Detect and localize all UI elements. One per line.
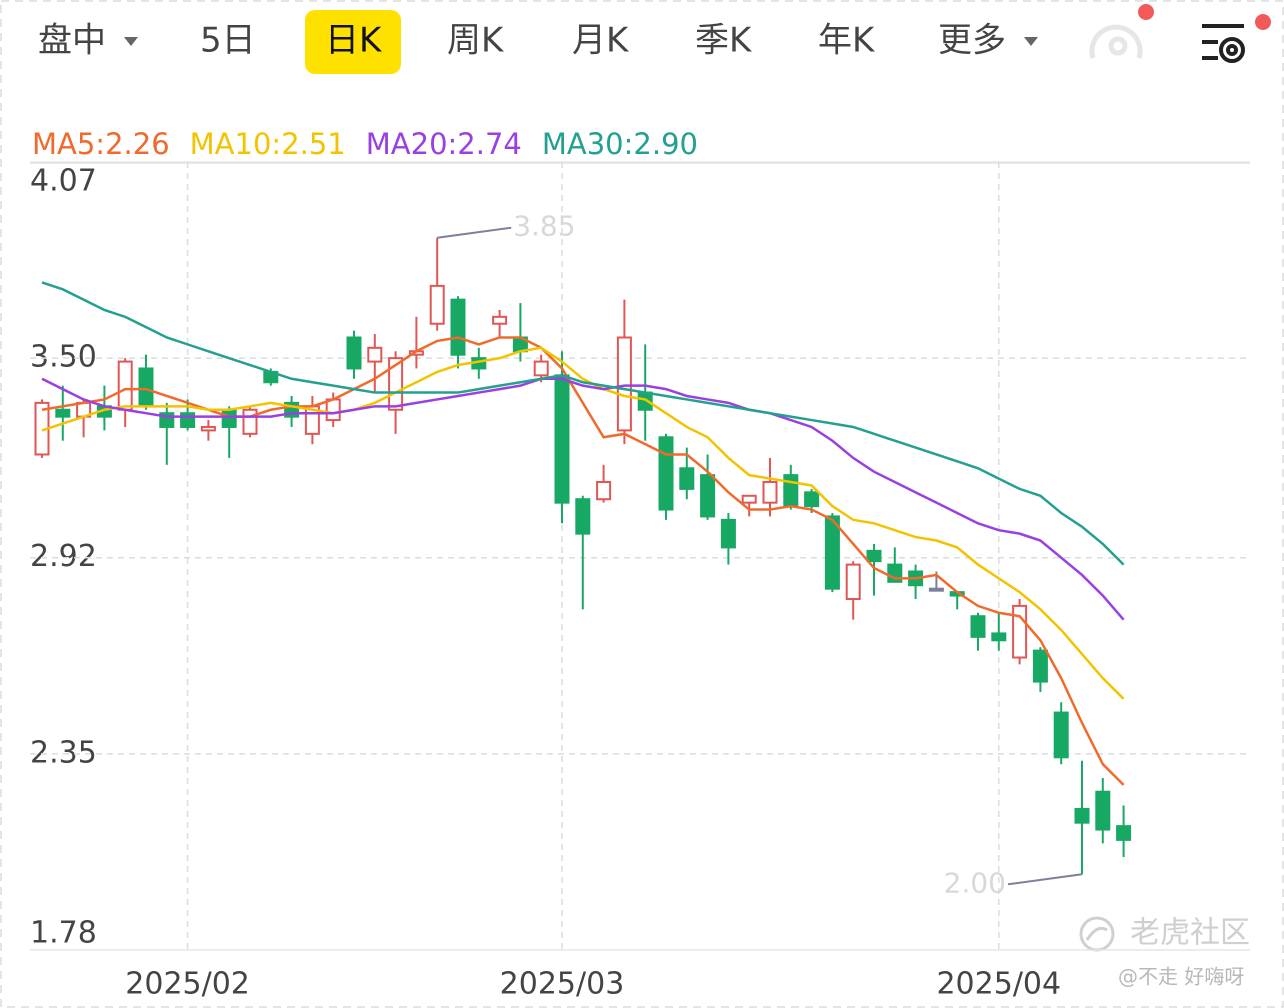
candle-body bbox=[596, 481, 612, 501]
candle-body bbox=[741, 494, 757, 504]
candle-body bbox=[616, 336, 632, 432]
candle-body bbox=[388, 357, 404, 411]
ma-line bbox=[41, 336, 1125, 786]
tab[interactable]: 年K bbox=[818, 21, 876, 61]
ma-line bbox=[41, 281, 1125, 566]
y-tick-label: 3.50 bbox=[30, 340, 97, 375]
candle-body bbox=[554, 374, 570, 504]
active-tab-bg bbox=[305, 10, 401, 74]
watermark-logo bbox=[1079, 916, 1115, 952]
y-tick-label: 1.78 bbox=[30, 916, 97, 951]
candle-body bbox=[200, 425, 216, 432]
candle-body bbox=[1095, 790, 1111, 831]
x-tick-label: 2025/04 bbox=[936, 967, 1061, 1002]
tab[interactable]: 月K bbox=[572, 21, 630, 61]
ma-line bbox=[41, 377, 1125, 621]
candle-body bbox=[928, 587, 944, 592]
settings-icon[interactable] bbox=[1202, 24, 1245, 63]
candle-body bbox=[180, 412, 196, 428]
candle-body bbox=[783, 474, 799, 508]
x-tick-label: 2025/02 bbox=[125, 967, 250, 1002]
dropdown-arrow bbox=[1024, 37, 1038, 46]
candle-body bbox=[429, 284, 445, 325]
candle-body bbox=[866, 549, 882, 563]
annotation: 3.85 bbox=[513, 210, 575, 243]
credit: @不走 好嗨呀 bbox=[1118, 965, 1244, 989]
candle-body bbox=[991, 632, 1007, 642]
notify-dot bbox=[1138, 4, 1154, 20]
candle-body bbox=[492, 315, 508, 325]
annotation: 2.00 bbox=[944, 866, 1006, 899]
legend-entry: MA5:2.26 bbox=[32, 127, 170, 161]
candle-body bbox=[221, 408, 237, 428]
tab[interactable]: 5日 bbox=[200, 21, 256, 61]
y-tick-label: 2.92 bbox=[30, 539, 97, 574]
legend-entry: MA10:2.51 bbox=[190, 127, 346, 161]
candle-body bbox=[970, 615, 986, 638]
tab[interactable]: 更多 bbox=[938, 21, 1006, 61]
candle-body bbox=[1053, 711, 1069, 759]
candle-body bbox=[824, 515, 840, 590]
tab[interactable]: 盘中 bbox=[38, 21, 106, 61]
annotation-leader bbox=[1007, 873, 1083, 886]
candle-body bbox=[1012, 604, 1028, 659]
candle-body bbox=[762, 481, 778, 504]
candle-body bbox=[138, 367, 154, 408]
x-tick-label: 2025/03 bbox=[500, 967, 625, 1002]
candle-body bbox=[117, 360, 133, 411]
candle-body bbox=[700, 474, 716, 518]
candle-body bbox=[1032, 649, 1048, 683]
y-tick-label: 2.35 bbox=[30, 735, 97, 770]
watermark: 老虎社区 bbox=[1130, 916, 1250, 951]
candle-body bbox=[55, 408, 71, 418]
dropdown-arrow bbox=[124, 37, 138, 46]
candle-body bbox=[242, 408, 258, 435]
tab[interactable]: 季K bbox=[695, 21, 753, 61]
candle-body bbox=[1074, 807, 1090, 824]
candle-body bbox=[367, 346, 383, 363]
candle-body bbox=[804, 491, 820, 508]
annotation-leader bbox=[437, 226, 512, 239]
candle-body bbox=[325, 398, 341, 422]
candle-body bbox=[845, 563, 861, 601]
candle-body bbox=[720, 518, 736, 549]
tab[interactable]: 日K bbox=[325, 21, 383, 61]
gauge-icon bbox=[1089, 24, 1143, 59]
candle-body bbox=[450, 298, 466, 356]
candle-body bbox=[658, 436, 674, 511]
y-tick-label: 4.07 bbox=[30, 164, 97, 199]
legend-entry: MA30:2.90 bbox=[542, 127, 698, 161]
candle-body bbox=[1116, 825, 1132, 841]
legend-entry: MA20:2.74 bbox=[366, 127, 522, 161]
candle-body bbox=[575, 498, 591, 535]
notify-dot bbox=[1255, 14, 1271, 30]
candle-body bbox=[533, 360, 549, 377]
tab[interactable]: 周K bbox=[447, 21, 505, 61]
candle-body bbox=[346, 336, 362, 370]
candle-body bbox=[679, 467, 695, 490]
ma-line bbox=[41, 346, 1125, 700]
